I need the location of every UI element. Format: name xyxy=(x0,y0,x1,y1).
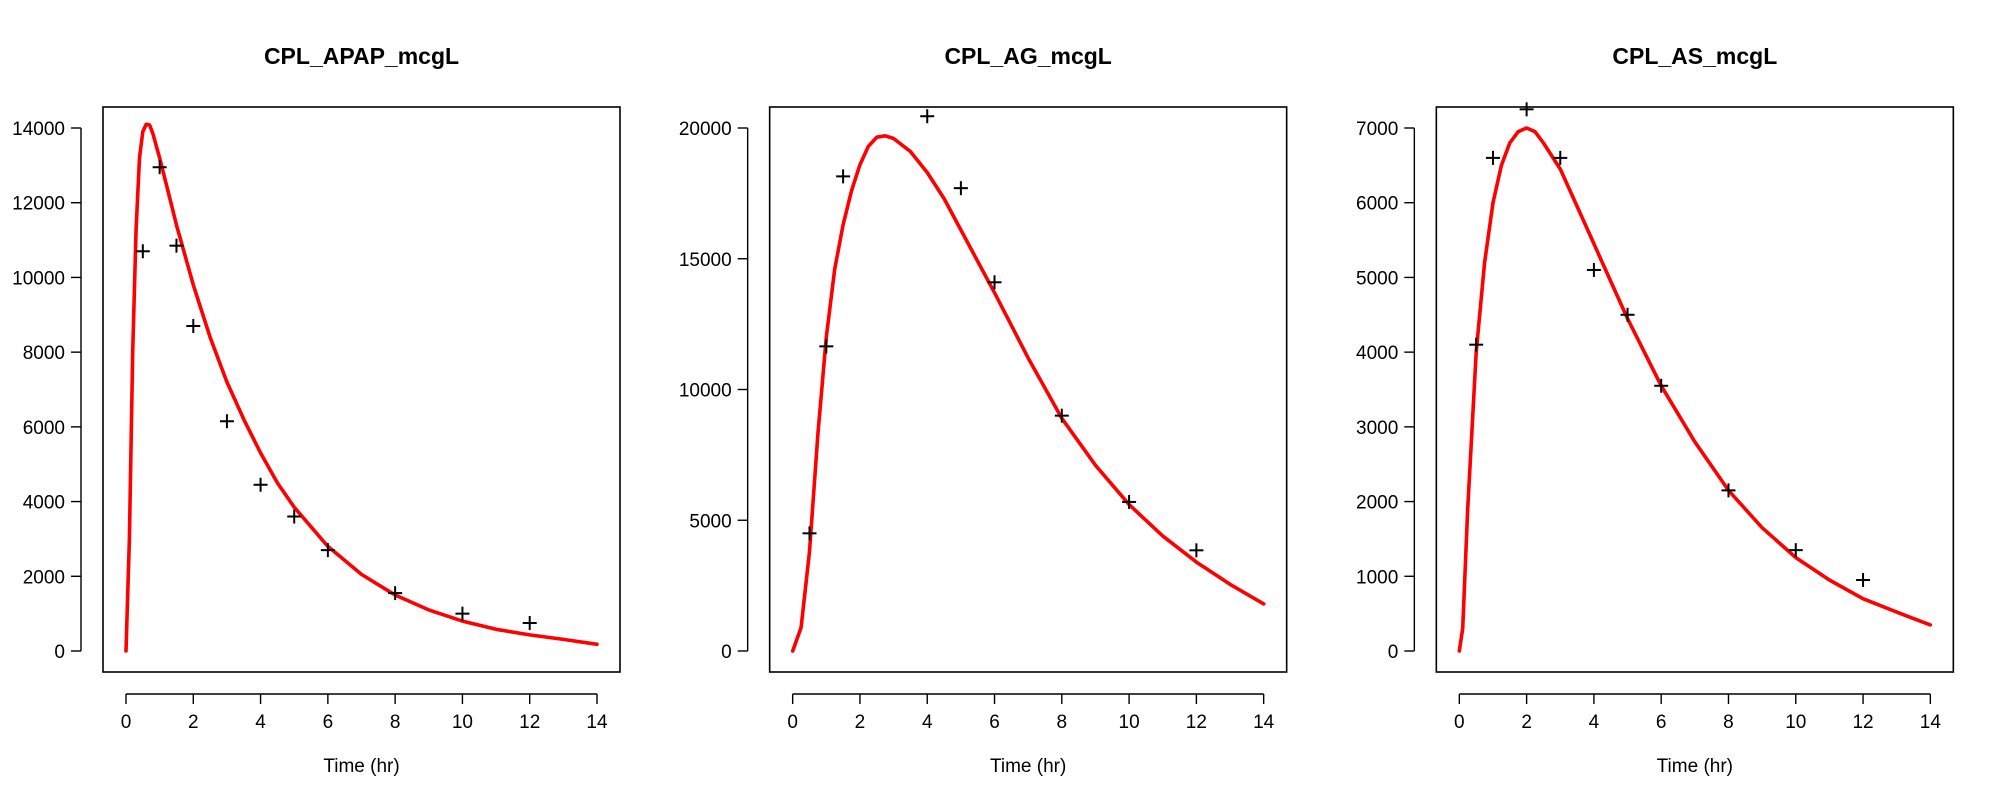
y-tick-label: 20000 xyxy=(679,119,732,140)
observed-point xyxy=(987,275,1002,290)
observed-point xyxy=(219,414,234,429)
x-tick-label: 6 xyxy=(323,712,334,733)
observed-point xyxy=(920,109,935,124)
x-tick-label: 4 xyxy=(1589,712,1600,733)
observed-point xyxy=(1485,150,1500,165)
observed-point xyxy=(1586,262,1601,277)
x-tick-label: 12 xyxy=(519,712,540,733)
y-tick-label: 5000 xyxy=(689,511,731,532)
fitted-curve xyxy=(124,122,599,653)
x-tick-label: 8 xyxy=(1057,712,1068,733)
observed-point xyxy=(522,615,537,630)
x-tick-label: 6 xyxy=(989,712,1000,733)
y-tick-label: 0 xyxy=(721,642,732,663)
y-tick-label: 6000 xyxy=(1356,194,1398,215)
y-tick-label: 0 xyxy=(1388,642,1399,663)
chart-title: CPL_APAP_mcgL xyxy=(264,43,459,69)
observed-point xyxy=(152,160,167,175)
observed-point xyxy=(1054,408,1069,423)
x-tick-label: 12 xyxy=(1186,712,1207,733)
observed-point xyxy=(819,339,834,354)
observed-point xyxy=(169,238,184,253)
fitted-curve xyxy=(790,134,1266,653)
x-tick-label: 10 xyxy=(1785,712,1806,733)
observed-point xyxy=(1721,483,1736,498)
chart-title: CPL_AS_mcgL xyxy=(1612,43,1777,69)
chart-panel-3: CPL_AS_mcgL 0 2 4 6 8 10 12 14 0 1000 2000 3000 4000 5… xyxy=(1356,43,1955,777)
observed-point xyxy=(135,244,150,259)
x-tick-label: 0 xyxy=(121,712,132,733)
y-tick-label: 0 xyxy=(54,642,65,663)
observed-point xyxy=(388,586,403,601)
fitted-curve xyxy=(1457,126,1933,653)
y-tick-label: 12000 xyxy=(12,194,65,215)
observed-point xyxy=(953,181,968,196)
y-tick-label: 7000 xyxy=(1356,119,1398,140)
x-axis-label: Time (hr) xyxy=(1657,756,1733,777)
observed-point xyxy=(836,169,851,184)
x-tick-label: 8 xyxy=(1723,712,1734,733)
x-axis-label: Time (hr) xyxy=(990,756,1066,777)
observed-point xyxy=(1469,337,1484,352)
x-tick-label: 12 xyxy=(1852,712,1873,733)
x-tick-label: 14 xyxy=(1920,712,1942,733)
x-tick-label: 2 xyxy=(188,712,199,733)
x-tick-label: 0 xyxy=(1454,712,1465,733)
observed-point xyxy=(1189,543,1204,558)
observed-point xyxy=(1654,378,1669,393)
chart-title: CPL_AG_mcgL xyxy=(944,43,1111,69)
x-tick-label: 14 xyxy=(1253,712,1275,733)
plot-frame xyxy=(1435,106,1955,673)
x-tick-label: 2 xyxy=(1521,712,1532,733)
observed-point xyxy=(455,606,470,621)
observed-point xyxy=(1122,494,1137,509)
observed-point xyxy=(1620,307,1635,322)
plot-frame xyxy=(768,106,1288,673)
x-tick-label: 10 xyxy=(1119,712,1140,733)
y-tick-label: 10000 xyxy=(12,268,65,289)
observed-point xyxy=(802,526,817,541)
y-tick-label: 2000 xyxy=(1356,493,1398,514)
y-tick-label: 10000 xyxy=(679,381,732,402)
x-tick-label: 14 xyxy=(586,712,608,733)
x-tick-label: 10 xyxy=(452,712,473,733)
observed-point xyxy=(1519,102,1534,117)
x-tick-label: 4 xyxy=(922,712,933,733)
x-tick-label: 8 xyxy=(390,712,401,733)
chart-panel-1: CPL_APAP_mcgL 0 2 4 6 8 10 12 14 0 2000 4000 6000 800… xyxy=(12,43,621,777)
y-tick-label: 4000 xyxy=(23,493,65,514)
observed-point xyxy=(1856,573,1871,588)
y-tick-label: 14000 xyxy=(12,119,65,140)
x-tick-label: 4 xyxy=(255,712,266,733)
y-tick-label: 6000 xyxy=(23,418,65,439)
y-tick-label: 2000 xyxy=(23,567,65,588)
y-tick-label: 5000 xyxy=(1356,268,1398,289)
observed-point xyxy=(320,543,335,558)
observed-point xyxy=(253,477,268,492)
y-tick-label: 3000 xyxy=(1356,418,1398,439)
observed-point xyxy=(1553,150,1568,165)
y-tick-label: 15000 xyxy=(679,250,732,271)
plot-frame xyxy=(102,106,621,673)
x-tick-label: 6 xyxy=(1656,712,1667,733)
observed-point xyxy=(287,509,302,524)
x-tick-label: 2 xyxy=(855,712,866,733)
observed-point xyxy=(186,318,201,333)
y-tick-label: 1000 xyxy=(1356,567,1398,588)
y-tick-label: 8000 xyxy=(23,343,65,364)
x-tick-label: 0 xyxy=(787,712,798,733)
x-axis-label: Time (hr) xyxy=(323,756,399,777)
chart-panel-2: CPL_AG_mcgL 0 2 4 6 8 10 12 14 0 5000 10000 15000 200… xyxy=(679,43,1288,777)
observed-point xyxy=(1788,543,1803,558)
y-tick-label: 4000 xyxy=(1356,343,1398,364)
